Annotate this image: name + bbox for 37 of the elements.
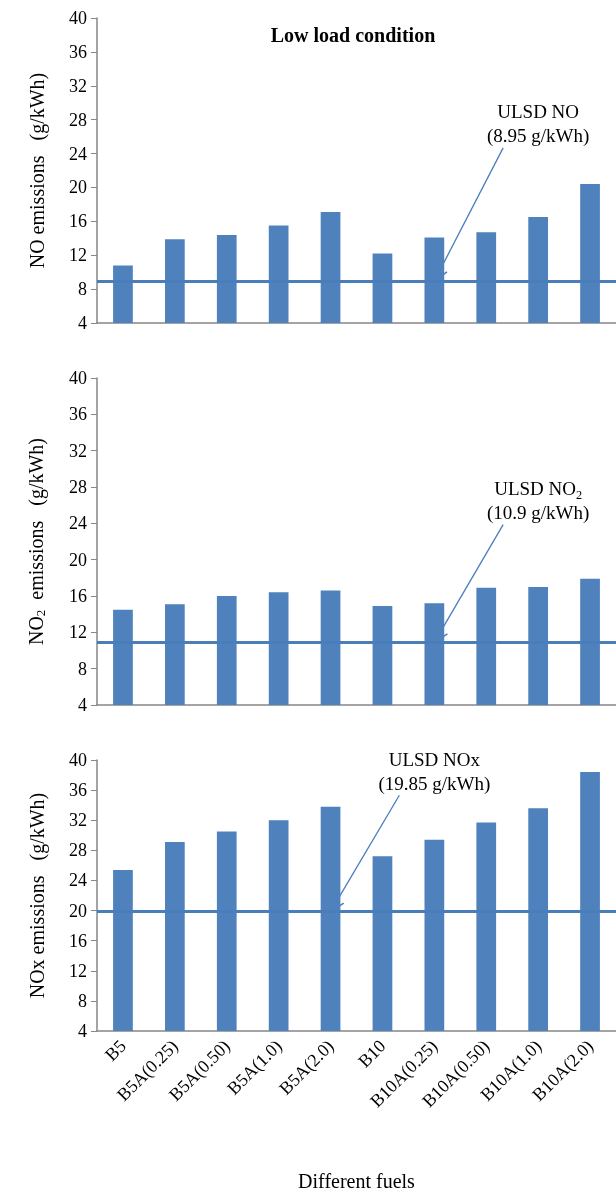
y-tick-label: 16 xyxy=(69,586,87,606)
y-tick-label: 28 xyxy=(69,840,87,861)
y-tick-label: 36 xyxy=(69,780,87,801)
y-tick-label: 20 xyxy=(69,900,87,921)
y-tick-label: 12 xyxy=(69,245,87,266)
ref-line-label: ULSD NOx (19.85 g/kWh) xyxy=(378,748,491,795)
y-tick-label: 36 xyxy=(69,404,87,425)
y-tick-label: 32 xyxy=(69,440,87,461)
y-tick-label: 24 xyxy=(69,870,87,891)
y-tick-label: 16 xyxy=(69,930,87,951)
y-tick-label: 20 xyxy=(69,549,87,570)
y-axis-title: NO2 emissions (g/kWh) xyxy=(24,437,48,646)
chart-title: Low load condition xyxy=(270,24,436,46)
y-tick-label: 20 xyxy=(69,177,87,198)
y-tick-label: 32 xyxy=(69,810,87,831)
y-tick-label: 40 xyxy=(69,8,87,28)
y-tick-label: 8 xyxy=(78,990,87,1011)
y-tick-label: 4 xyxy=(78,695,87,715)
y-axis-title: NO emissions (g/kWh) xyxy=(26,72,49,269)
y-tick-label: 16 xyxy=(69,211,87,232)
x-axis-title: Different fuels xyxy=(298,1170,416,1192)
y-tick-label: 40 xyxy=(69,750,87,770)
y-tick-label: 40 xyxy=(69,368,87,388)
y-tick-label: 4 xyxy=(78,313,87,333)
y-tick-label: 28 xyxy=(69,477,87,497)
y-tick-label: 24 xyxy=(69,143,87,164)
y-tick-label: 24 xyxy=(69,513,87,534)
ref-line-label: ULSD NO (8.95 g/kWh) xyxy=(486,101,590,148)
y-tick-label: 4 xyxy=(78,1021,87,1041)
y-tick-label: 28 xyxy=(69,109,87,130)
y-tick-label: 36 xyxy=(69,41,87,62)
y-tick-label: 12 xyxy=(69,622,87,643)
y-tick-label: 8 xyxy=(78,658,87,679)
y-tick-label: 8 xyxy=(78,279,87,300)
y-tick-label: 12 xyxy=(69,960,87,981)
y-axis-title: NOx emissions (g/kWh) xyxy=(26,792,49,999)
y-tick-label: 32 xyxy=(69,75,87,96)
